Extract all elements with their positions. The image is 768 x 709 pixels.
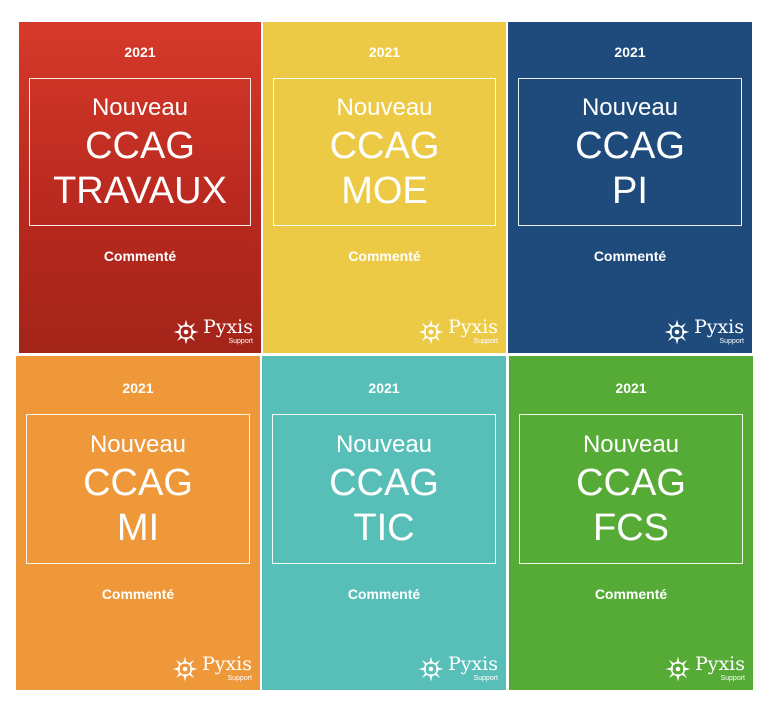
cover-title-line1: Nouveau bbox=[89, 430, 187, 458]
cover-title-line3: FCS bbox=[593, 506, 669, 549]
cover-year: 2021 bbox=[368, 44, 401, 60]
brand-subtitle: Support bbox=[228, 338, 253, 345]
compass-rose-icon bbox=[418, 319, 444, 344]
cover-title-line2: CCAG bbox=[85, 124, 195, 167]
cover-title-frame: Nouveau CCAG TRAVAUX bbox=[29, 78, 251, 226]
compass-rose-icon bbox=[665, 656, 691, 681]
brand-name: Pyxis bbox=[447, 653, 498, 675]
cover-title-frame: Nouveau CCAG MI bbox=[26, 414, 250, 564]
compass-rose-icon bbox=[172, 656, 198, 681]
cover-title-line1: Nouveau bbox=[335, 430, 433, 458]
cover-title-frame: Nouveau CCAG FCS bbox=[519, 414, 743, 564]
cover-ccag-fcs[interactable]: 2021 Nouveau CCAG FCS Commenté Pyxis Sup… bbox=[509, 356, 753, 690]
cover-title-line1: Nouveau bbox=[336, 93, 433, 121]
cover-year: 2021 bbox=[124, 44, 156, 60]
cover-ccag-pi[interactable]: 2021 Nouveau CCAG PI Commenté Pyxis Supp… bbox=[508, 22, 752, 353]
cover-title-line1: Nouveau bbox=[581, 93, 679, 121]
cover-title-line2: CCAG bbox=[329, 124, 440, 167]
cover-ccag-travaux[interactable]: 2021 Nouveau CCAG TRAVAUX Commenté Pyxis… bbox=[19, 22, 261, 353]
cover-title-line1: Nouveau bbox=[91, 93, 189, 121]
cover-title-line3: TRAVAUX bbox=[53, 169, 227, 212]
cover-title-line3: PI bbox=[612, 169, 648, 212]
cover-title-frame: Nouveau CCAG TIC bbox=[272, 414, 496, 564]
cover-title-frame: Nouveau CCAG PI bbox=[518, 78, 742, 226]
cover-commented-label: Commenté bbox=[593, 248, 667, 264]
cover-title-line2: CCAG bbox=[329, 461, 439, 504]
cover-commented-label: Commenté bbox=[103, 248, 177, 264]
brand-name: Pyxis bbox=[694, 653, 745, 675]
compass-rose-icon bbox=[173, 319, 199, 344]
pyxis-logo: Pyxis Support bbox=[418, 318, 498, 345]
pyxis-logo: Pyxis Support bbox=[172, 655, 252, 682]
brand-subtitle: Support bbox=[473, 338, 498, 345]
cover-commented-label: Commenté bbox=[101, 586, 175, 602]
cover-title-frame: Nouveau CCAG MOE bbox=[273, 78, 496, 226]
pyxis-logo: Pyxis Support bbox=[664, 318, 744, 345]
cover-year: 2021 bbox=[615, 380, 647, 396]
cover-ccag-mi[interactable]: 2021 Nouveau CCAG MI Commenté Pyxis Supp… bbox=[16, 356, 260, 690]
brand-subtitle: Support bbox=[719, 338, 744, 345]
cover-title-line1: Nouveau bbox=[582, 430, 680, 458]
pyxis-logo: Pyxis Support bbox=[665, 655, 745, 682]
brand-subtitle: Support bbox=[227, 675, 252, 682]
brand-name: Pyxis bbox=[447, 316, 498, 338]
cover-title-line2: CCAG bbox=[576, 461, 686, 504]
cover-ccag-tic[interactable]: 2021 Nouveau CCAG TIC Commenté Pyxis Sup… bbox=[262, 356, 506, 690]
brand-name: Pyxis bbox=[201, 653, 252, 675]
cover-year: 2021 bbox=[614, 44, 646, 60]
pyxis-logo: Pyxis Support bbox=[418, 655, 498, 682]
cover-commented-label: Commenté bbox=[347, 586, 421, 602]
cover-year: 2021 bbox=[122, 380, 154, 396]
cover-commented-label: Commenté bbox=[594, 586, 668, 602]
brand-name: Pyxis bbox=[693, 316, 744, 338]
cover-ccag-moe[interactable]: 2021 Nouveau CCAG MOE Commenté Pyxis Sup… bbox=[263, 22, 506, 353]
pyxis-logo: Pyxis Support bbox=[173, 318, 253, 345]
brand-subtitle: Support bbox=[720, 675, 745, 682]
brand-name: Pyxis bbox=[202, 316, 253, 338]
cover-title-line3: TIC bbox=[353, 506, 415, 549]
cover-title-line2: CCAG bbox=[83, 461, 193, 504]
cover-year: 2021 bbox=[368, 380, 400, 396]
compass-rose-icon bbox=[418, 656, 444, 681]
cover-title-line3: MI bbox=[116, 506, 160, 549]
compass-rose-icon bbox=[664, 319, 690, 344]
cover-title-line2: CCAG bbox=[575, 124, 685, 167]
cover-title-line3: MOE bbox=[341, 169, 428, 212]
cover-commented-label: Commenté bbox=[348, 248, 421, 264]
brand-subtitle: Support bbox=[473, 675, 498, 682]
